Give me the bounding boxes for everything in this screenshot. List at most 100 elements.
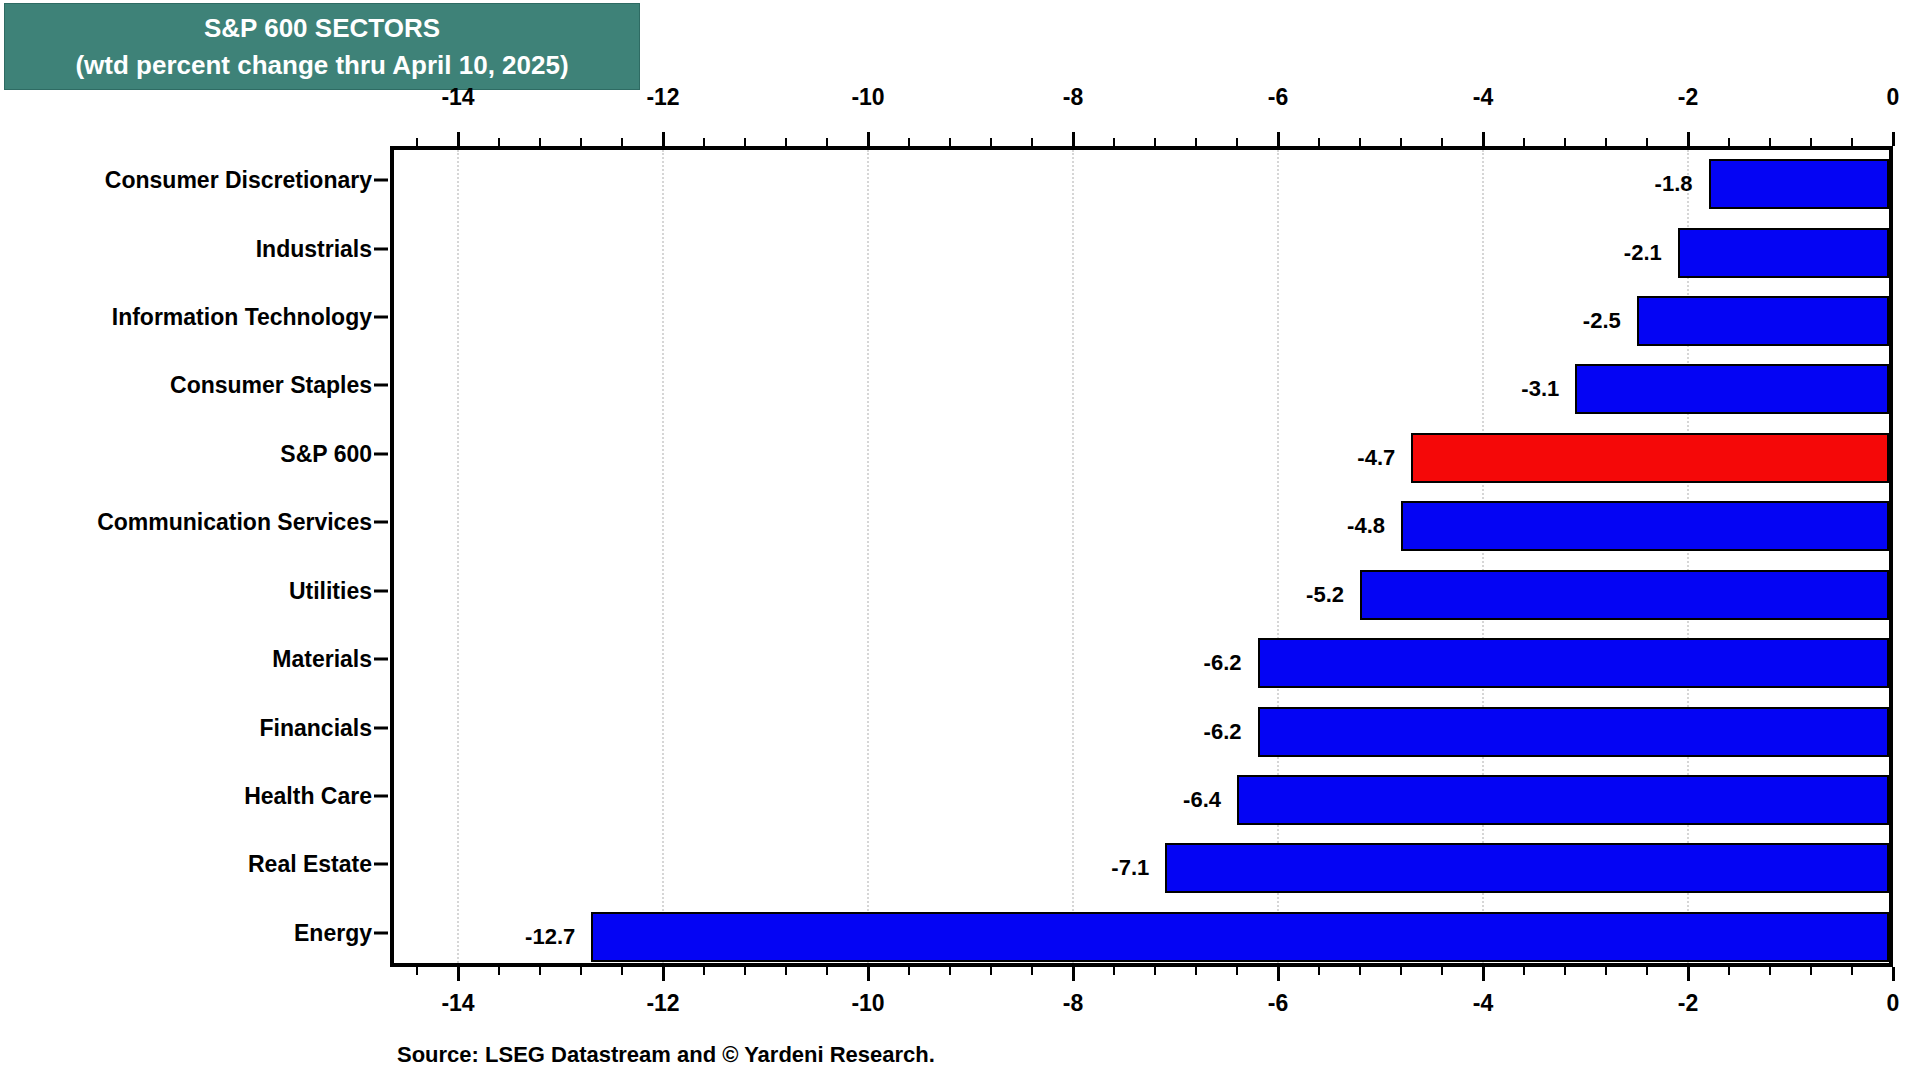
bar-row-financials: -6.2	[394, 697, 1889, 765]
major-tick-0	[1892, 132, 1895, 146]
minor-tick	[1441, 967, 1443, 975]
minor-tick	[539, 138, 541, 146]
y-axis-category-ticks	[374, 146, 390, 967]
minor-tick	[1441, 138, 1443, 146]
category-label-health-care: Health Care	[244, 782, 372, 809]
major-tick--8	[1072, 967, 1075, 981]
axis-tick-label--8: -8	[1063, 990, 1083, 1017]
bar-row-energy: -12.7	[394, 903, 1889, 971]
minor-tick	[703, 138, 705, 146]
minor-tick	[498, 138, 500, 146]
minor-tick	[1400, 967, 1402, 975]
minor-tick	[1851, 967, 1853, 975]
minor-tick	[1769, 138, 1771, 146]
source-attribution: Source: LSEG Datastream and © Yardeni Re…	[397, 1042, 935, 1068]
minor-tick	[826, 967, 828, 975]
minor-tick	[416, 138, 418, 146]
major-tick-0	[1892, 967, 1895, 981]
minor-tick	[990, 138, 992, 146]
minor-tick	[1769, 967, 1771, 975]
category-tick	[374, 589, 388, 592]
minor-tick	[949, 138, 951, 146]
minor-tick	[1154, 138, 1156, 146]
major-tick--14	[457, 132, 460, 146]
major-tick--10	[867, 132, 870, 146]
bar-communication-services	[1401, 501, 1889, 551]
category-tick	[374, 931, 388, 934]
major-tick--4	[1482, 132, 1485, 146]
category-label-energy: Energy	[294, 919, 372, 946]
x-axis-top-labels: -14-12-10-8-6-4-20	[390, 84, 1893, 114]
bar-value-label: -12.7	[525, 924, 575, 950]
y-axis-category-labels: Consumer DiscretionaryIndustrialsInforma…	[0, 146, 372, 967]
major-tick--14	[457, 967, 460, 981]
bar-row-materials: -6.2	[394, 629, 1889, 697]
category-label-utilities: Utilities	[289, 577, 372, 604]
bar-consumer-discretionary	[1709, 159, 1890, 209]
bar-financials	[1258, 707, 1890, 757]
minor-tick	[1605, 967, 1607, 975]
minor-tick	[621, 138, 623, 146]
category-tick	[374, 316, 388, 319]
major-tick--12	[662, 967, 665, 981]
category-label-financials: Financials	[260, 714, 372, 741]
major-tick--8	[1072, 132, 1075, 146]
axis-tick-label--14: -14	[441, 990, 474, 1017]
axis-tick-label-0: 0	[1887, 990, 1900, 1017]
minor-tick	[826, 138, 828, 146]
axis-tick-label--10: -10	[851, 84, 884, 111]
bar-row-consumer-discretionary: -1.8	[394, 150, 1889, 218]
major-tick--2	[1687, 967, 1690, 981]
minor-tick	[1646, 967, 1648, 975]
category-label-consumer-discretionary: Consumer Discretionary	[105, 167, 372, 194]
chart-canvas: S&P 600 SECTORS (wtd percent change thru…	[0, 0, 1920, 1080]
axis-tick-label--6: -6	[1268, 84, 1288, 111]
category-tick	[374, 794, 388, 797]
minor-tick	[908, 138, 910, 146]
minor-tick	[1564, 138, 1566, 146]
category-tick	[374, 726, 388, 729]
minor-tick	[1523, 967, 1525, 975]
major-tick--10	[867, 967, 870, 981]
minor-tick	[1851, 138, 1853, 146]
minor-tick	[1523, 138, 1525, 146]
bar-value-label: -3.1	[1521, 376, 1559, 402]
axis-tick-label--14: -14	[441, 84, 474, 111]
minor-tick	[1113, 967, 1115, 975]
bar-materials	[1258, 638, 1890, 688]
axis-tick-label--12: -12	[646, 84, 679, 111]
category-label-materials: Materials	[272, 646, 372, 673]
bar-row-communication-services: -4.8	[394, 492, 1889, 560]
minor-tick	[1318, 967, 1320, 975]
bar-value-label: -7.1	[1111, 855, 1149, 881]
minor-tick	[1400, 138, 1402, 146]
bar-row-information-technology: -2.5	[394, 287, 1889, 355]
x-axis-bottom-labels: -14-12-10-8-6-4-20	[390, 990, 1893, 1020]
x-axis-bottom-ticks	[390, 967, 1893, 982]
x-axis-top-ticks	[390, 131, 1893, 146]
axis-tick-label--6: -6	[1268, 990, 1288, 1017]
minor-tick	[1359, 138, 1361, 146]
category-tick	[374, 863, 388, 866]
bar-value-label: -2.5	[1583, 308, 1621, 334]
bar-value-label: -5.2	[1306, 582, 1344, 608]
minor-tick	[580, 138, 582, 146]
minor-tick	[1154, 967, 1156, 975]
category-tick	[374, 179, 388, 182]
major-tick--4	[1482, 967, 1485, 981]
bar-row-s-p-600: -4.7	[394, 424, 1889, 492]
axis-tick-label--8: -8	[1063, 84, 1083, 111]
category-label-consumer-staples: Consumer Staples	[170, 372, 372, 399]
minor-tick	[1605, 138, 1607, 146]
bar-row-consumer-staples: -3.1	[394, 355, 1889, 423]
bar-information-technology	[1637, 296, 1889, 346]
axis-tick-label--4: -4	[1473, 990, 1493, 1017]
category-label-communication-services: Communication Services	[97, 509, 372, 536]
axis-tick-label--10: -10	[851, 990, 884, 1017]
minor-tick	[703, 967, 705, 975]
axis-tick-label--2: -2	[1678, 84, 1698, 111]
chart-title-box: S&P 600 SECTORS (wtd percent change thru…	[4, 3, 640, 90]
minor-tick	[1318, 138, 1320, 146]
category-tick	[374, 247, 388, 250]
minor-tick	[1236, 138, 1238, 146]
